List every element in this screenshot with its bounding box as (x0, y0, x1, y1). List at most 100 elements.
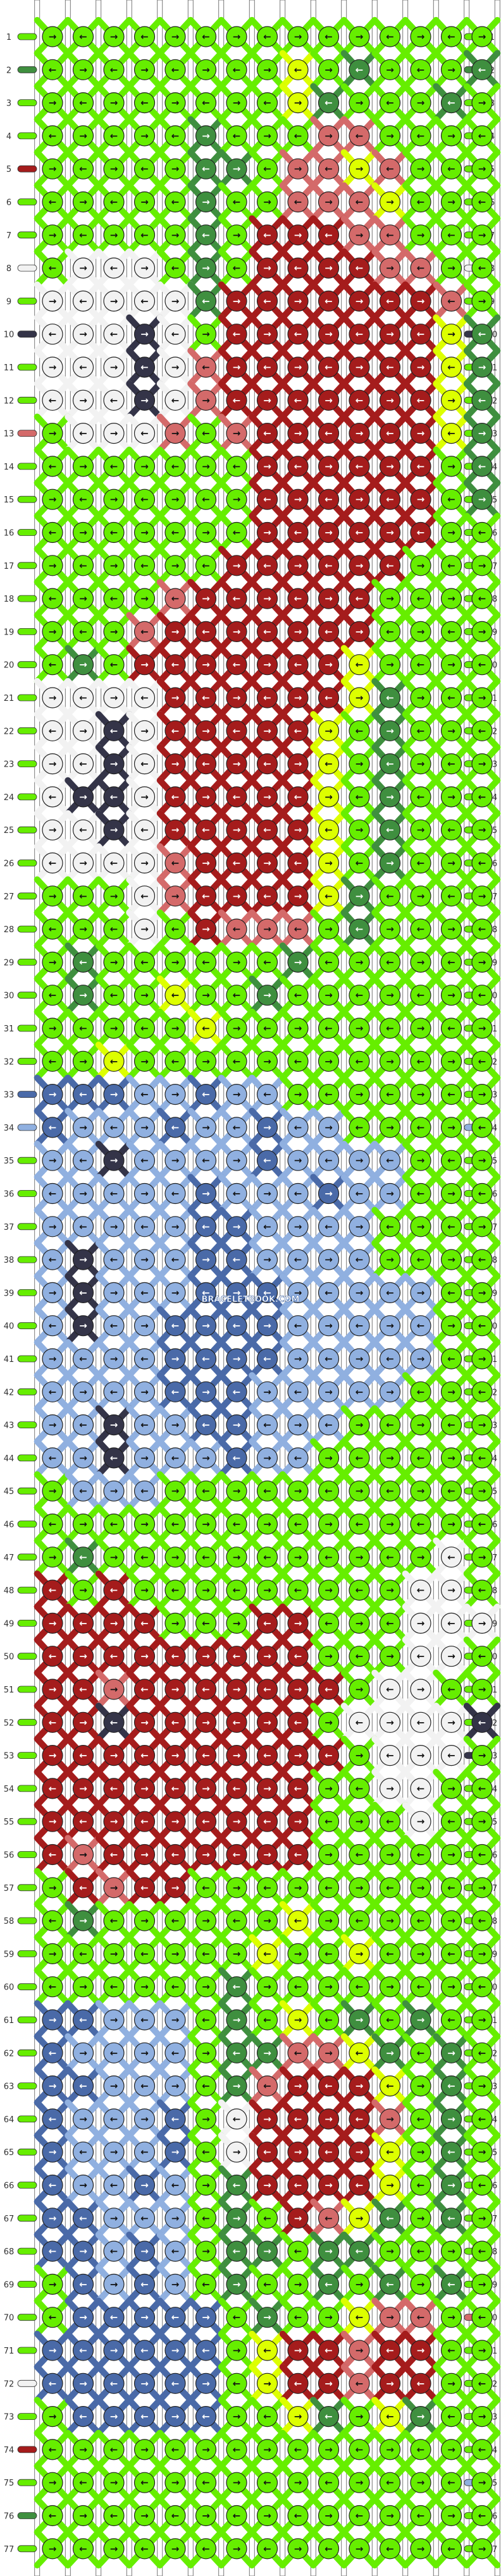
knot-arrow-icon: ← (49, 2378, 57, 2389)
knot-arrow-icon: → (202, 2245, 210, 2257)
knot-arrow-icon: → (417, 626, 425, 637)
knot: → (72, 125, 94, 147)
knot: → (471, 1612, 493, 1634)
knot: → (256, 852, 278, 874)
knot: ← (410, 389, 431, 411)
knot: ← (133, 356, 156, 378)
knot: → (226, 1150, 247, 1171)
knot: ← (471, 1711, 493, 1733)
knot-arrow-icon: → (110, 295, 118, 307)
knot: ← (471, 1249, 493, 1270)
knot-arrow-icon: → (447, 990, 455, 1001)
knot-arrow-icon: ← (417, 329, 425, 340)
knot: → (103, 885, 125, 907)
knot: ← (349, 1910, 370, 1931)
knot-arrow-icon: → (294, 1948, 302, 1959)
knot-arrow-icon: → (417, 428, 425, 439)
knot: ← (440, 422, 462, 444)
knot-arrow-icon: ← (294, 527, 302, 538)
knot: → (318, 1050, 340, 1072)
knot: ← (440, 2009, 462, 2031)
knot-arrow-icon: ← (447, 758, 455, 770)
knot-arrow-icon: → (417, 758, 425, 770)
knot: ← (226, 521, 247, 544)
knot: → (195, 588, 217, 609)
knot: → (287, 1150, 309, 1171)
knot: ← (226, 1117, 247, 1138)
knot: ← (379, 1877, 401, 1899)
left-side-string (17, 1091, 37, 1098)
knot-arrow-icon: → (386, 791, 394, 803)
knot: → (379, 1050, 401, 1072)
knot: ← (410, 125, 431, 147)
knot: → (42, 1480, 63, 1502)
knot: ← (133, 819, 156, 841)
knot-arrow-icon: → (356, 1155, 364, 1166)
knot: ← (133, 290, 156, 312)
left-side-string (17, 1983, 37, 1991)
knot-arrow-icon: ← (79, 2213, 87, 2224)
knot-arrow-icon: → (171, 1816, 180, 1827)
vertical-string (65, 0, 71, 2576)
knot-arrow-icon: → (140, 461, 149, 472)
knot: → (440, 2439, 462, 2460)
knot: ← (195, 2406, 217, 2427)
knot: → (287, 26, 309, 47)
vertical-string (433, 0, 439, 2576)
knot-arrow-icon: → (478, 163, 486, 174)
knot-arrow-icon: ← (294, 858, 302, 869)
left-side-string (17, 1124, 37, 1131)
knot: → (410, 2273, 431, 2295)
knot-arrow-icon: → (417, 692, 425, 703)
row-number-left: 57 (4, 1884, 15, 1893)
knot: → (42, 1745, 63, 1766)
knot: → (72, 786, 94, 808)
knot: → (471, 1348, 493, 1370)
knot: ← (133, 92, 156, 114)
knot: → (318, 1447, 340, 1469)
knot-arrow-icon: → (79, 1849, 87, 1861)
knot: → (103, 2538, 125, 2560)
knot: ← (133, 1811, 156, 1832)
knot-arrow-icon: → (49, 1221, 57, 1232)
knot-arrow-icon: ← (386, 2543, 394, 2555)
knot: → (195, 786, 217, 808)
knot-arrow-icon: ← (233, 858, 241, 869)
knot: → (410, 1679, 431, 1700)
knot: ← (195, 1348, 217, 1370)
knot: ← (318, 356, 340, 378)
left-side-string (17, 1586, 37, 1594)
knot-arrow-icon: → (49, 1948, 57, 1959)
knot-arrow-icon: ← (386, 560, 394, 571)
knot-arrow-icon: ← (202, 626, 210, 637)
knot: → (133, 1513, 156, 1535)
knot: ← (42, 588, 63, 609)
vertical-string (126, 0, 132, 2576)
knot-arrow-icon: ← (49, 1386, 57, 1397)
knot: ← (133, 885, 156, 907)
row-number-left: 19 (4, 628, 15, 637)
knot-arrow-icon: ← (79, 1353, 87, 1364)
knot-arrow-icon: → (263, 461, 271, 472)
knot-arrow-icon: → (356, 1882, 364, 1893)
knot-arrow-icon: ← (294, 461, 302, 472)
knot: ← (379, 26, 401, 47)
knot: → (410, 1348, 431, 1370)
knot-arrow-icon: ← (49, 1188, 57, 1200)
knot: → (103, 422, 125, 444)
knot-arrow-icon: → (386, 64, 394, 75)
knot-arrow-icon: → (202, 1716, 210, 1728)
knot-arrow-icon: → (325, 1981, 333, 1993)
knot-arrow-icon: ← (202, 692, 210, 703)
knot-arrow-icon: ← (49, 1651, 57, 1662)
knot-arrow-icon: → (417, 1882, 425, 1893)
knot-arrow-icon: ← (386, 692, 394, 703)
knot-arrow-icon: → (386, 1122, 394, 1133)
knot: → (164, 1018, 186, 1039)
knot: → (195, 1447, 217, 1469)
knot: → (103, 819, 125, 841)
knot: → (164, 290, 186, 312)
knot: ← (72, 1480, 94, 1502)
knot: ← (379, 1150, 401, 1171)
knot: ← (195, 951, 217, 973)
